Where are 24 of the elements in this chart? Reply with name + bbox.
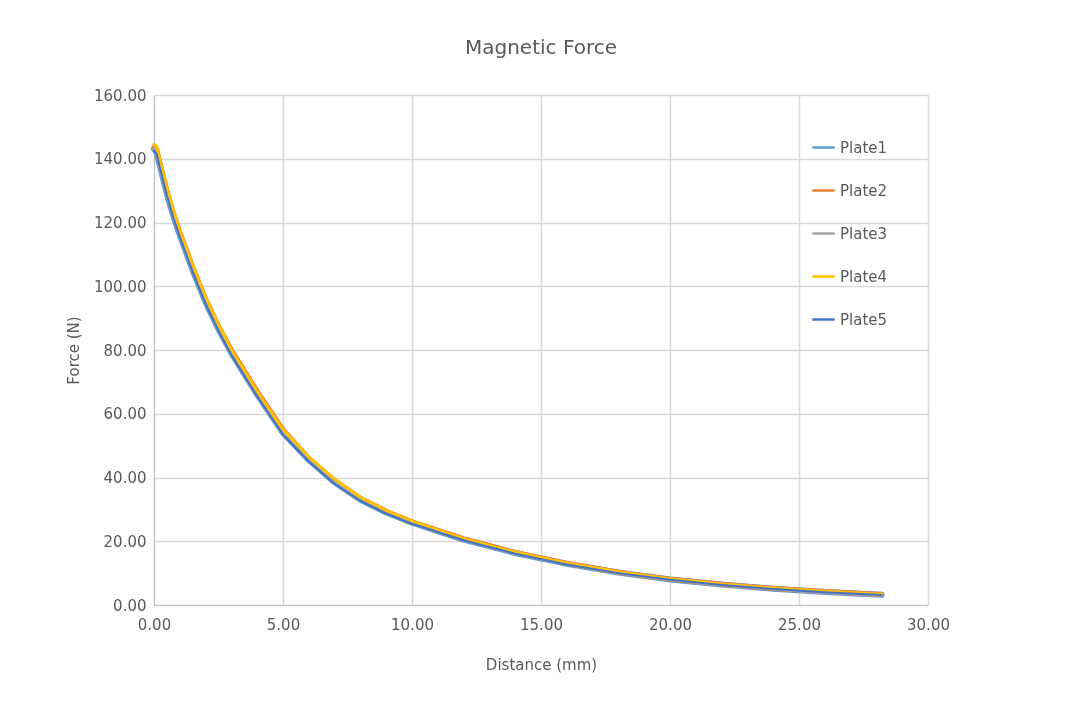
y-tick-label: 0.00 — [113, 596, 147, 615]
x-tick-label: 10.00 — [391, 615, 434, 634]
legend-label: Plate5 — [840, 310, 888, 329]
y-tick-label: 120.00 — [94, 214, 147, 232]
legend-label: Plate4 — [840, 267, 888, 286]
y-tick-label: 140.00 — [94, 150, 147, 169]
y-tick-label: 100.00 — [94, 277, 147, 296]
y-tick-label: 20.00 — [103, 532, 147, 551]
y-axis-title: Force (N) — [65, 316, 84, 385]
y-tick-label: 160.00 — [94, 86, 147, 105]
x-tick-label: 5.00 — [266, 615, 301, 634]
x-tick-label: 30.00 — [907, 615, 950, 634]
legend-label: Plate3 — [840, 224, 888, 243]
x-tick-label: 15.00 — [520, 615, 563, 634]
x-tick-label: 0.00 — [137, 615, 172, 634]
chart-title: Magnetic Force — [464, 35, 618, 59]
y-tick-label: 60.00 — [103, 405, 147, 424]
y-tick-label: 80.00 — [103, 341, 147, 360]
y-tick-label: 40.00 — [103, 469, 147, 487]
x-tick-label: 20.00 — [649, 615, 692, 634]
legend-label: Plate1 — [840, 138, 888, 157]
x-axis-title: Distance (mm) — [485, 655, 598, 674]
legend-label: Plate2 — [840, 181, 888, 200]
x-tick-label: 25.00 — [778, 615, 821, 634]
